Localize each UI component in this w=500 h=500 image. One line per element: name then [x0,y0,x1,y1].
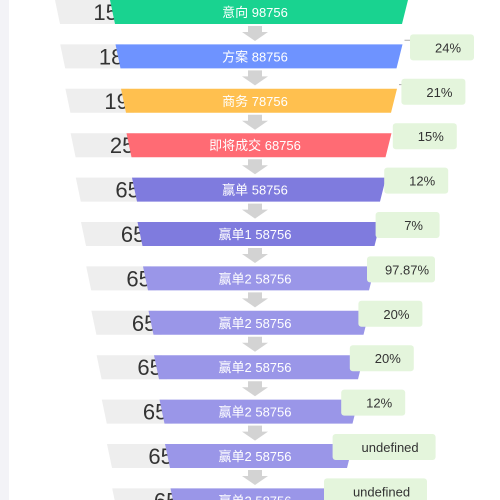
funnel-stage[interactable] [115,44,403,69]
rate-box [332,434,436,460]
stage-shadow [65,88,134,113]
conversion-rate: 12% [366,396,392,411]
rate-box [324,478,427,500]
conversion-rate: 12% [409,174,435,189]
funnel-stage[interactable] [148,310,370,335]
stage-shadow [91,310,162,335]
stage-shadow [55,0,123,24]
down-arrow-icon [242,425,268,441]
funnel-stage[interactable] [126,133,392,158]
stage-label: 赢单 58756 [222,183,288,198]
stage-label: 赢单2 58756 [219,449,292,464]
down-arrow-icon [242,114,268,130]
stage-shadow [70,133,140,158]
conversion-rate: 7% [404,218,423,233]
rate-box [375,212,440,238]
down-arrow-icon [242,292,268,308]
funnel-stage[interactable] [137,222,381,246]
funnel-stage[interactable] [154,355,364,380]
rate-box [401,78,466,105]
stage-label: 方案 88756 [222,49,288,64]
left-edge-strip [0,0,9,500]
down-arrow-icon [242,159,268,175]
stage-shadow [112,488,181,500]
rate-box [410,34,474,61]
conversion-rate: 24% [435,40,461,55]
down-arrow-icon [242,470,268,485]
down-arrow-icon [242,381,268,397]
conversion-rate: 20% [383,307,409,322]
conversion-rate: undefined [362,440,419,455]
rate-box [392,123,457,150]
stage-shadow [96,355,167,380]
rate-box [367,256,435,283]
conversion-rate: 20% [375,351,401,366]
rate-box [349,345,414,372]
funnel-stage[interactable] [132,177,386,202]
down-arrow-icon [242,336,268,352]
stage-label: 赢单2 58756 [219,316,292,331]
stage-label: 赢单2 58756 [219,271,292,286]
stage-shadow [81,222,151,246]
stage-shadow [86,266,156,291]
funnel-stage[interactable] [170,488,348,500]
down-arrow-icon [242,203,268,219]
stage-shadow [60,44,129,69]
rate-box [384,167,449,194]
conversion-rate: undefined [353,484,410,499]
funnel-stage[interactable] [121,88,397,113]
conversion-rate: 21% [426,85,452,100]
down-arrow-icon [242,26,268,41]
stage-label: 商务 78756 [222,94,288,109]
rate-box [358,300,423,327]
stage-left-value: 65. [154,488,185,500]
stage-label: 意向 98756 [222,5,288,20]
funnel-stage[interactable] [143,266,375,291]
funnel-stage[interactable] [110,0,408,24]
stage-label: 赢单1 58756 [219,227,292,242]
rate-box [341,389,406,416]
stage-label: 即将成交 68756 [209,138,301,153]
conversion-rate: 15% [418,129,444,144]
funnel-stage[interactable] [159,399,359,424]
conversion-rate: 97.87% [385,262,430,277]
stage-shadow [75,177,145,202]
funnel-stage[interactable] [165,444,353,468]
down-arrow-icon [242,70,268,86]
stage-shadow [101,399,173,424]
stage-label: 赢单2 58756 [219,360,292,375]
down-arrow-icon [242,248,268,263]
stage-label: 赢单2 58756 [219,493,292,500]
stage-shadow [107,444,178,468]
stage-label: 赢单2 58756 [219,405,292,420]
